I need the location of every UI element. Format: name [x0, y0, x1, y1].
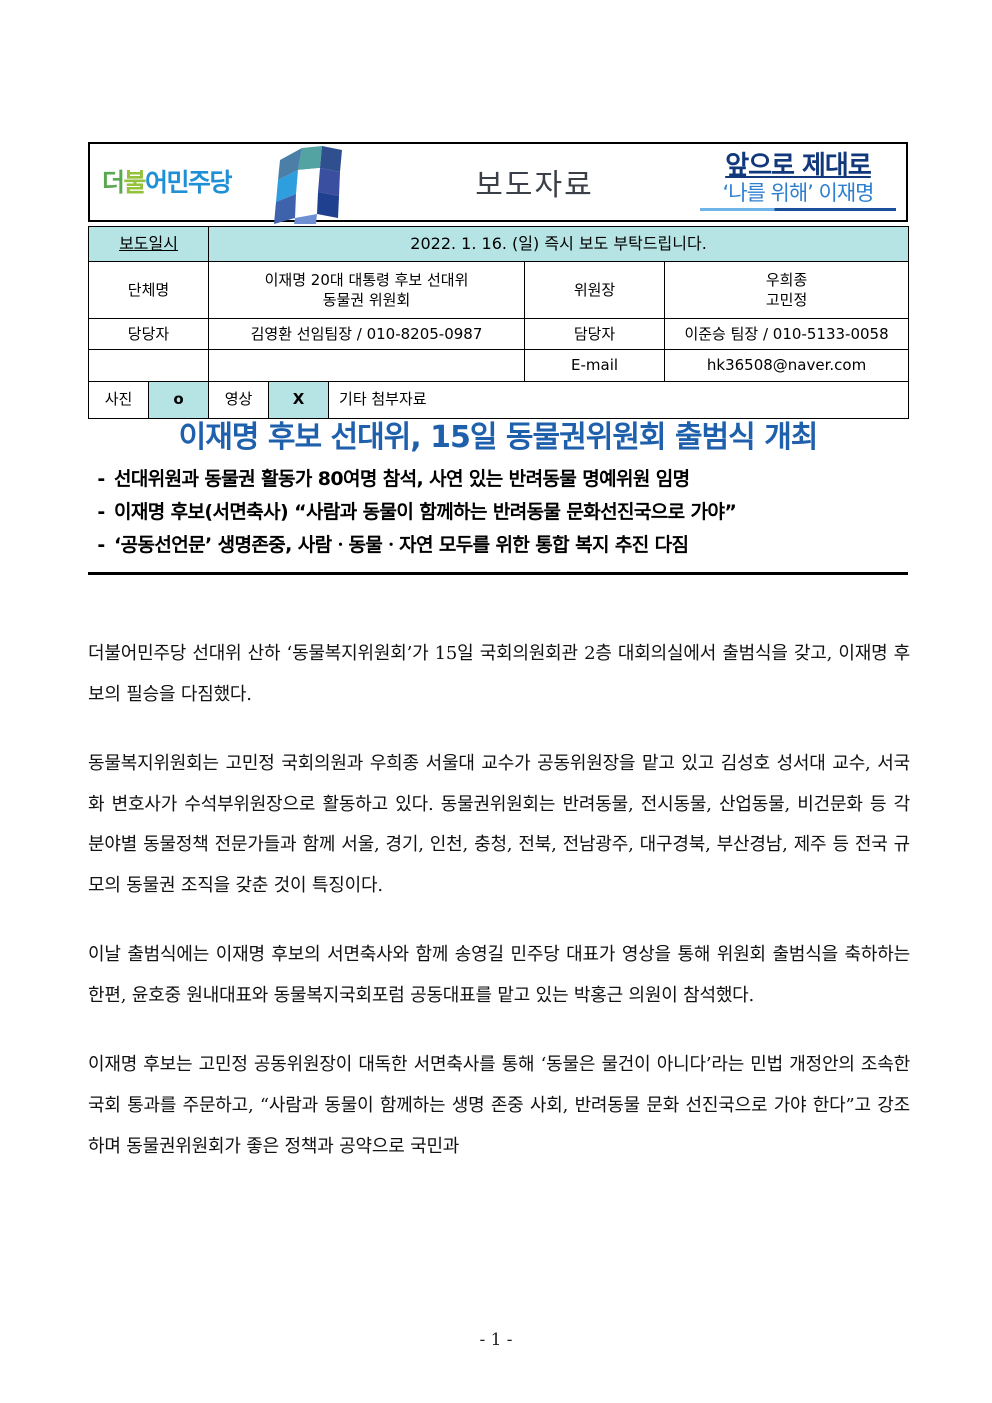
- article-bullet-list: - 선대위원과 동물권 활동가 80여명 참석, 사연 있는 반려동물 명예위원…: [88, 468, 908, 566]
- page-number: - 1 -: [479, 1330, 513, 1350]
- empty-cell-left: [87, 349, 210, 382]
- organization-value-line1: 이재명 20대 대통령 후보 선대위: [264, 270, 469, 289]
- bullet-dash-icon: -: [97, 468, 105, 490]
- article-headline: 이재명 후보 선대위, 15일 동물권위원회 출범식 개최: [178, 420, 819, 455]
- release-date-value: 2022. 1. 16. (일) 즉시 보도 부탁드립니다.: [208, 226, 910, 262]
- table-row-attachments: 사진 o 영상 X 기타 첨부자료: [88, 380, 910, 419]
- contact-right-label: 담당자: [524, 317, 666, 351]
- press-info-table: 보도일시 2022. 1. 16. (일) 즉시 보도 부탁드립니다. 단체명 …: [87, 226, 910, 419]
- contact-left-label: 당당자: [87, 317, 210, 351]
- table-row-organization: 단체명 이재명 20대 대통령 후보 선대위 동물권 위원회 위원장 우희종 고…: [87, 261, 910, 319]
- wordmark-part-2: 불: [123, 167, 147, 197]
- bullet-dash-icon: -: [97, 500, 105, 523]
- bullet-text: 이재명 후보(서면축사) “사람과 동물이 함께하는 반려동물 문화선진국으로 …: [114, 500, 737, 523]
- table-row-release-date: 보도일시 2022. 1. 16. (일) 즉시 보도 부탁드립니다.: [87, 226, 910, 262]
- body-paragraph: 더불어민주당 선대위 산하 ‘동물복지위원회’가 15일 국회의원회관 2층 대…: [88, 643, 910, 705]
- organization-value: 이재명 20대 대통령 후보 선대위 동물권 위원회: [208, 261, 526, 319]
- bullet-text: ‘공동선언문’ 생명존중, 사람ㆍ동물ㆍ자연 모두를 위한 통합 복지 추진 다…: [114, 533, 689, 556]
- email-value: hk36508@naver.com: [664, 349, 910, 382]
- table-row-contacts: 당당자 김영환 선임팀장 / 010-8205-0987 담당자 이준승 팀장 …: [87, 317, 910, 351]
- organization-label: 단체명: [87, 261, 210, 319]
- campaign-slogan-logo: 앞으로 제대로 ‘나를 위해’ 이재명: [694, 144, 906, 220]
- email-label: E-mail: [524, 349, 666, 382]
- body-paragraph: 이재명 후보는 고민정 공동위원장이 대독한 서면축사를 통해 ‘동물은 물건이…: [88, 1053, 910, 1157]
- body-paragraph: 동물복지위원회는 고민정 국회의원과 우희종 서울대 교수가 공동위원장을 맡고…: [88, 752, 910, 897]
- document-type-title: 보도자료: [475, 168, 594, 203]
- bullet-item: - 선대위원과 동물권 활동가 80여명 참석, 사연 있는 반려동물 명예위원…: [88, 468, 908, 492]
- release-date-label: 보도일시: [87, 226, 210, 262]
- party-wordmark: 더불어민주당: [102, 167, 233, 197]
- contact-left-value: 김영환 선임팀장 / 010-8205-0987: [208, 317, 526, 351]
- chairperson-name-2: 고민정: [765, 291, 808, 309]
- empty-cell-mid: [208, 349, 526, 382]
- chairperson-label: 위원장: [524, 261, 666, 319]
- table-row-email: E-mail hk36508@naver.com: [87, 349, 910, 382]
- bullet-dash-icon: -: [97, 533, 105, 556]
- other-attachments-label: 기타 첨부자료: [328, 380, 910, 419]
- video-label: 영상: [208, 380, 270, 419]
- document-header: 더불어민주당 보도자료 앞으로 제대로 ‘나를 위해’ 이재명: [88, 142, 908, 224]
- chairperson-name-1: 우희종: [765, 270, 808, 289]
- slogan-underline-bar: [700, 208, 896, 211]
- bullet-text: 선대위원과 동물권 활동가 80여명 참석, 사연 있는 반려동물 명예위원 임…: [114, 468, 690, 490]
- bullet-item: - ‘공동선언문’ 생명존중, 사람ㆍ동물ㆍ자연 모두를 위한 통합 복지 추진…: [88, 534, 908, 558]
- slogan-secondary: ‘나를 위해’ 이재명: [722, 181, 875, 205]
- slogan-primary: 앞으로 제대로: [725, 151, 872, 181]
- party-logo: 더불어민주당: [90, 144, 375, 224]
- video-mark: X: [268, 380, 330, 419]
- article-body: 더불어민주당 선대위 산하 ‘동물복지위원회’가 15일 국회의원회관 2층 대…: [88, 634, 910, 1195]
- contact-right-value: 이준승 팀장 / 010-5133-0058: [664, 317, 910, 351]
- bullet-item: - 이재명 후보(서면축사) “사람과 동물이 함께하는 반려동물 문화선진국으…: [88, 501, 908, 525]
- body-paragraph: 이날 출범식에는 이재명 후보의 서면축사와 함께 송영길 민주당 대표가 영상…: [88, 944, 910, 1007]
- photo-mark: o: [147, 380, 210, 419]
- organization-value-line2: 동물권 위원회: [322, 291, 411, 309]
- wordmark-part-3: 어민주당: [145, 167, 233, 197]
- header-divider-rule: [88, 572, 908, 575]
- party-flag-icon: [274, 146, 342, 224]
- photo-label: 사진: [88, 380, 149, 419]
- wordmark-part-1: 더: [102, 167, 125, 197]
- chairperson-value: 우희종 고민정: [664, 261, 910, 319]
